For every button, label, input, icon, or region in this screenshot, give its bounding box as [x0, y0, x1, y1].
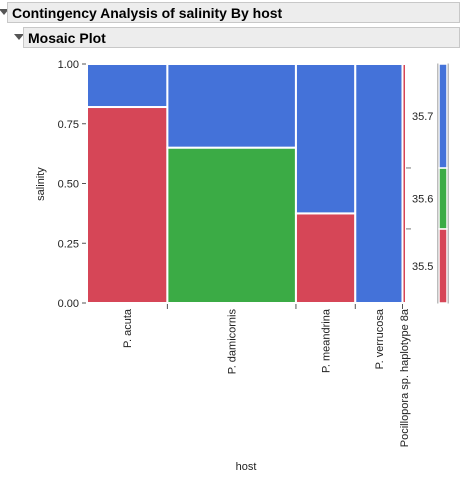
x-category-label: P. damicornis — [227, 309, 239, 375]
outline-title: Contingency Analysis of salinity By host — [7, 2, 460, 23]
mosaic-cell — [401, 63, 407, 304]
y-tick-label: 1.00 — [58, 59, 79, 71]
x-category-label: Pocillopora sp. haplotype 8a — [399, 308, 411, 447]
section-title: Mosaic Plot — [23, 27, 460, 48]
y-tick-label: 0.25 — [58, 238, 79, 250]
legend-segment — [438, 167, 448, 230]
x-category-label: P. acuta — [122, 308, 134, 348]
mosaic-cell — [294, 212, 357, 304]
mosaic-cells — [86, 63, 407, 305]
mosaic-cell — [354, 63, 404, 304]
y-tick-label: 0.75 — [58, 119, 79, 131]
y-tick-label: 0.00 — [58, 298, 79, 310]
legend-segment — [438, 228, 448, 304]
mosaic-cell — [166, 63, 297, 149]
mosaic-cell — [86, 63, 169, 109]
legend-label: 35.6 — [412, 193, 433, 205]
legend-segment — [438, 63, 448, 169]
y-axis-label: salinity — [35, 167, 47, 201]
x-category-label: P. meandrina — [321, 308, 333, 373]
legend-label: 35.5 — [412, 261, 433, 273]
mosaic-cell — [166, 146, 297, 305]
x-axis-label: host — [236, 461, 257, 473]
legend-label: 35.7 — [412, 111, 433, 123]
mosaic-cell — [86, 106, 169, 304]
legend-bar: 35.5 35.6 35.7 — [406, 63, 449, 304]
mosaic-plot: 0.00 0.25 0.50 0.75 1.00 P. acuta P. damicorni… — [35, 59, 449, 473]
x-category-label: P. verrucosa — [374, 308, 386, 369]
mosaic-cell — [294, 63, 357, 215]
y-tick-label: 0.50 — [58, 179, 79, 191]
